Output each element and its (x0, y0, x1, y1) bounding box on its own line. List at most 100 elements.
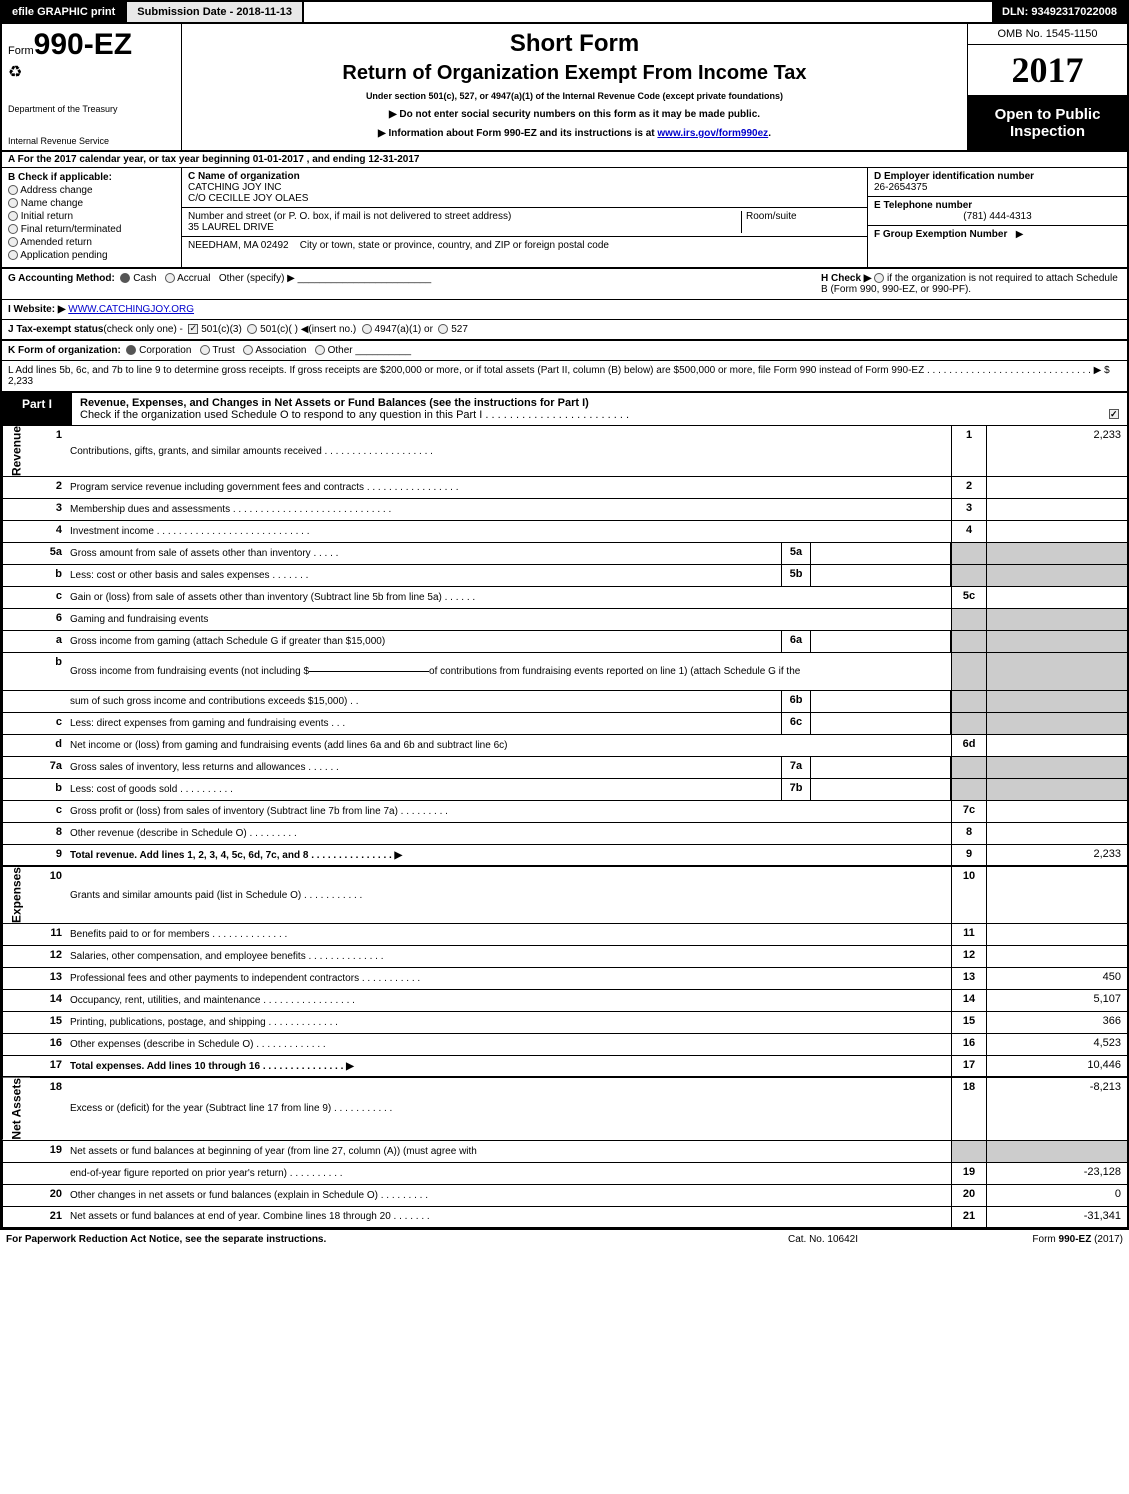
period-text: A For the 2017 calendar year, or tax yea… (8, 154, 419, 165)
line-11: 11 Benefits paid to or for members . . .… (2, 924, 1127, 946)
c-name-1: CATCHING JOY INC (188, 182, 861, 193)
radio-corp-icon[interactable] (126, 345, 136, 355)
line-num: 20 (30, 1185, 66, 1206)
line-end-val (987, 867, 1127, 923)
department-line-2: Internal Revenue Service (8, 136, 175, 146)
chk-amended-return[interactable]: Amended return (8, 237, 175, 248)
website-link[interactable]: WWW.CATCHINGJOY.ORG (68, 304, 194, 315)
c-street-row: Number and street (or P. O. box, if mail… (182, 208, 867, 237)
radio-501c-icon[interactable] (247, 324, 257, 334)
line-desc: Salaries, other compensation, and employ… (66, 946, 951, 967)
line-num: b (30, 779, 66, 800)
radio-accrual-icon[interactable] (165, 273, 175, 283)
form-header: Form990-EZ ♻ Department of the Treasury … (0, 24, 1129, 152)
check-501c3-icon[interactable] (188, 324, 198, 334)
department-line-1: Department of the Treasury (8, 104, 175, 114)
line-17: 17 Total expenses. Add lines 10 through … (2, 1056, 1127, 1078)
line-9: 9 Total revenue. Add lines 1, 2, 3, 4, 5… (2, 845, 1127, 867)
line-end-num: 5c (951, 587, 987, 608)
radio-527-icon[interactable] (438, 324, 448, 334)
footer-cat: Cat. No. 10642I (723, 1234, 923, 1245)
line-7b: b Less: cost of goods sold . . . . . . .… (2, 779, 1127, 801)
line-end-val (987, 946, 1127, 967)
line-1: Revenue 1 Contributions, gifts, grants, … (2, 426, 1127, 477)
room-suite: Room/suite (741, 211, 861, 233)
side-blank (2, 1056, 30, 1076)
6b-pre-text: Gross income from fundraising events (no… (70, 666, 309, 677)
line-num: b (30, 653, 66, 690)
h-check-icon[interactable] (874, 273, 884, 283)
line-end-num: 4 (951, 521, 987, 542)
column-b: B Check if applicable: Address change Na… (2, 168, 182, 267)
row-g-h: G Accounting Method: Cash Accrual Other … (0, 269, 1129, 300)
line-num: 15 (30, 1012, 66, 1033)
line-desc: Net assets or fund balances at end of ye… (66, 1207, 951, 1227)
side-blank (2, 801, 30, 822)
line-end-num: 11 (951, 924, 987, 945)
side-blank (2, 477, 30, 498)
line-end-num (951, 757, 987, 778)
radio-other-icon[interactable] (315, 345, 325, 355)
chk-initial-return[interactable]: Initial return (8, 211, 175, 222)
radio-4947-icon[interactable] (362, 324, 372, 334)
line-end-num: 16 (951, 1034, 987, 1055)
side-blank (2, 946, 30, 967)
line-10: Expenses 10 Grants and similar amounts p… (2, 867, 1127, 924)
line-end-num: 8 (951, 823, 987, 844)
line-end-num (951, 713, 987, 734)
line-end-val (987, 631, 1127, 652)
line-end-val: 2,233 (987, 845, 1127, 865)
line-desc: Program service revenue including govern… (66, 477, 951, 498)
line-desc: Excess or (deficit) for the year (Subtra… (66, 1078, 951, 1140)
side-blank (2, 565, 30, 586)
radio-icon (8, 211, 18, 221)
6b-suffix: of contributions from fundraising events… (429, 666, 800, 677)
blank-input[interactable] (309, 671, 429, 672)
side-blank (2, 823, 30, 844)
chk-address-change[interactable]: Address change (8, 185, 175, 196)
radio-icon (8, 237, 18, 247)
side-revenue: Revenue (2, 426, 30, 476)
c-name-row: C Name of organization CATCHING JOY INC … (182, 168, 867, 208)
j-o4: 527 (451, 324, 468, 335)
line-end-num (951, 543, 987, 564)
mid-num: 7a (781, 757, 811, 778)
chk-name-change[interactable]: Name change (8, 198, 175, 209)
form-no-text: 990-EZ (34, 28, 132, 61)
check-schedule-o-icon[interactable] (1109, 409, 1119, 419)
side-blank (2, 1163, 30, 1184)
line-end-val (987, 924, 1127, 945)
line-6b: sum of such gross income and contributio… (2, 691, 1127, 713)
line-desc: end-of-year figure reported on prior yea… (66, 1163, 951, 1184)
chk-application-pending[interactable]: Application pending (8, 250, 175, 261)
line-end-val: -31,341 (987, 1207, 1127, 1227)
tax-year: 2017 (968, 45, 1127, 96)
side-blank (2, 499, 30, 520)
part-1-title: Revenue, Expenses, and Changes in Net As… (72, 393, 1127, 425)
line-5b: b Less: cost or other basis and sales ex… (2, 565, 1127, 587)
omb-number: OMB No. 1545-1150 (968, 24, 1127, 45)
line-num: 21 (30, 1207, 66, 1227)
radio-cash-icon[interactable] (120, 273, 130, 283)
line-desc: Other revenue (describe in Schedule O) .… (66, 823, 951, 844)
radio-trust-icon[interactable] (200, 345, 210, 355)
line-desc: Investment income . . . . . . . . . . . … (66, 521, 951, 542)
line-5c: c Gain or (loss) from sale of assets oth… (2, 587, 1127, 609)
chk-final-return[interactable]: Final return/terminated (8, 224, 175, 235)
line-17-bold: Total expenses. Add lines 10 through 16 … (70, 1061, 354, 1072)
line-end-num (951, 779, 987, 800)
mid-val (811, 757, 951, 778)
mid-num: 5a (781, 543, 811, 564)
k-o1: Corporation (139, 345, 191, 356)
line-end-val (987, 713, 1127, 734)
radio-assoc-icon[interactable] (243, 345, 253, 355)
recycle-icon: ♻ (8, 62, 175, 82)
submission-date: Submission Date - 2018-11-13 (127, 2, 304, 22)
efile-print-button[interactable]: efile GRAPHIC print (2, 2, 127, 22)
radio-icon (8, 185, 18, 195)
c-street-value: 35 LAUREL DRIVE (188, 222, 274, 233)
line-desc: Net income or (loss) from gaming and fun… (66, 735, 951, 756)
line-end-num (951, 653, 987, 690)
line-num: d (30, 735, 66, 756)
irs-link[interactable]: www.irs.gov/form990ez (657, 128, 768, 139)
